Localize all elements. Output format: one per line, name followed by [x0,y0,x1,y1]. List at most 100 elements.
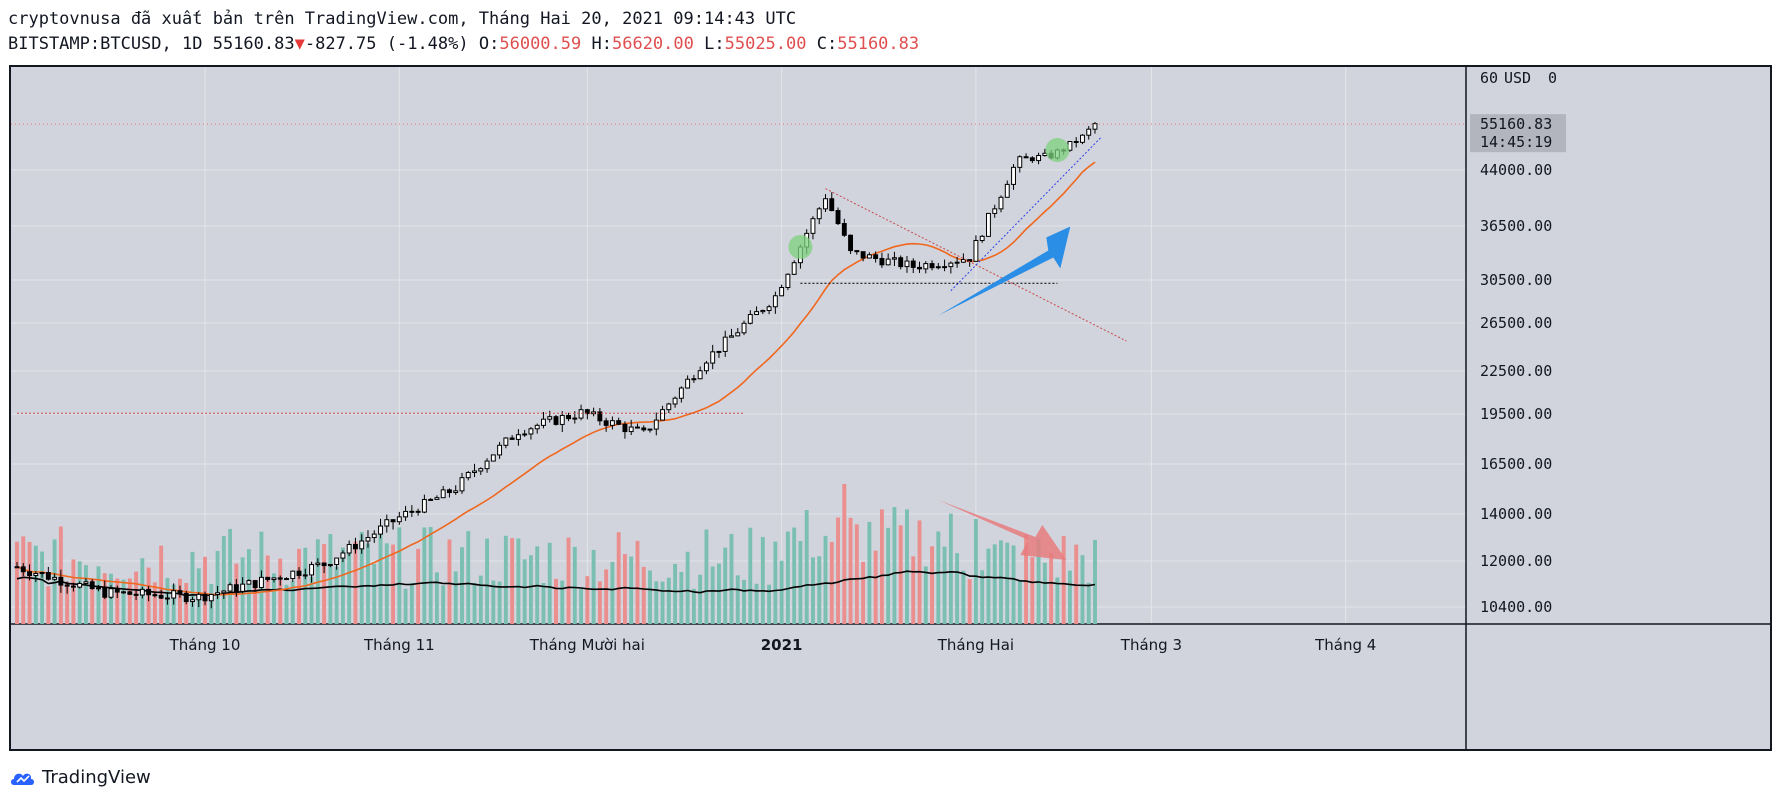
ohlc-legend: BITSTAMP:BTCUSD, 1D 55160.83▼-827.75 (-1… [8,34,919,54]
volume-bar [804,509,809,624]
candle-body [227,584,233,592]
candle-body [252,580,258,588]
candle-body [710,351,716,364]
volume-bar [71,559,76,624]
price-axis-label: 26500.00 [1480,314,1552,332]
volume-bar [817,556,822,624]
volume-bar [278,558,283,624]
volume-bar [159,545,164,624]
volume-bar [290,581,295,624]
candle-body [497,444,503,456]
candle-body [816,208,822,220]
volume-bar [999,540,1003,624]
candle-body [490,454,496,462]
volume-bar [347,552,352,624]
candle-body [509,437,515,440]
volume-bar [1024,535,1029,624]
chart-canvas[interactable]: Tháng 10 Tháng 11 Tháng Mười hai 2021 Tháng … [11,67,1770,749]
candle-body [866,254,872,259]
candle-body [20,566,26,573]
candle-body [296,570,302,576]
candle-body [998,196,1004,210]
highlight-circle [1045,137,1070,162]
candle-body [791,262,797,275]
volume-bar [221,536,226,624]
candle-body [1011,166,1016,185]
candle-body [327,564,333,567]
tradingview-logo[interactable]: TradingView [10,767,151,788]
candle-body [434,497,440,500]
candle-body [409,510,415,513]
candle-body [534,424,540,430]
open-value: 56000.59 [499,34,582,54]
candle-body [917,266,922,270]
volume-bar [905,509,909,624]
candle-body [271,577,277,581]
candle-body [346,543,352,554]
candle-body [584,409,590,415]
volume-bar [21,536,26,624]
volume-bar [284,584,289,624]
price-axis-label: 10400.00 [1480,598,1552,616]
volume-bar [1042,562,1047,624]
volume-bar [867,521,872,624]
candle-body [578,409,584,419]
candle-body [785,273,791,289]
last-price-badge [1470,114,1566,153]
candle-body [33,573,39,577]
candle-body [428,498,434,501]
candle-body [208,593,214,602]
volume-bar [453,571,458,624]
candle-body [1080,134,1085,143]
candle-body [547,416,553,420]
volume-bar [1055,577,1060,624]
volume-bar [434,572,439,624]
volume-bar [378,533,383,624]
volume-bar [842,484,847,624]
candle-body [559,414,565,425]
price-axis-label: 30500.00 [1480,271,1552,289]
candle-body [841,223,847,236]
volume-bar [560,580,565,624]
candle-body [622,423,628,433]
volume-bar [1093,539,1097,624]
candle-body [215,592,221,595]
volume-bar [353,541,358,624]
volume-bar [409,582,414,624]
candle-body [754,311,760,316]
candle-body [133,593,139,596]
candle-body [641,427,647,431]
time-axis-label: Tháng Hai [937,636,1014,654]
candle-body [102,587,108,598]
candle-body [960,259,966,263]
volume-bar [121,579,126,624]
volume-bar [572,546,577,624]
candle-body [597,411,603,422]
candle-body [77,583,83,588]
down-triangle-icon: ▼ [294,34,305,54]
candle-body [572,417,578,420]
candle-body [14,566,20,569]
candle-body [1017,156,1023,168]
volume-bar [516,538,521,624]
red-down-arrow [938,500,1067,560]
volume-bar [372,564,377,624]
candle-body [52,576,58,580]
volume-bar [754,583,759,624]
candle-body [666,403,672,411]
volume-bar [547,542,552,624]
volume-bar [691,588,696,624]
candle-body [108,588,114,598]
volume-bar [90,579,95,624]
chart-frame[interactable]: Tháng 10 Tháng 11 Tháng Mười hai 2021 Tháng … [9,65,1772,751]
volume-bar [854,524,859,624]
candle-body [810,218,816,234]
volume-bar [798,540,803,624]
candle-body [277,577,283,580]
volume-bar [460,547,464,624]
candle-body [566,414,571,420]
volume-bar [397,527,402,624]
high-value: 56620.00 [611,34,694,54]
candle-body [541,418,546,426]
candle-body [873,254,879,260]
